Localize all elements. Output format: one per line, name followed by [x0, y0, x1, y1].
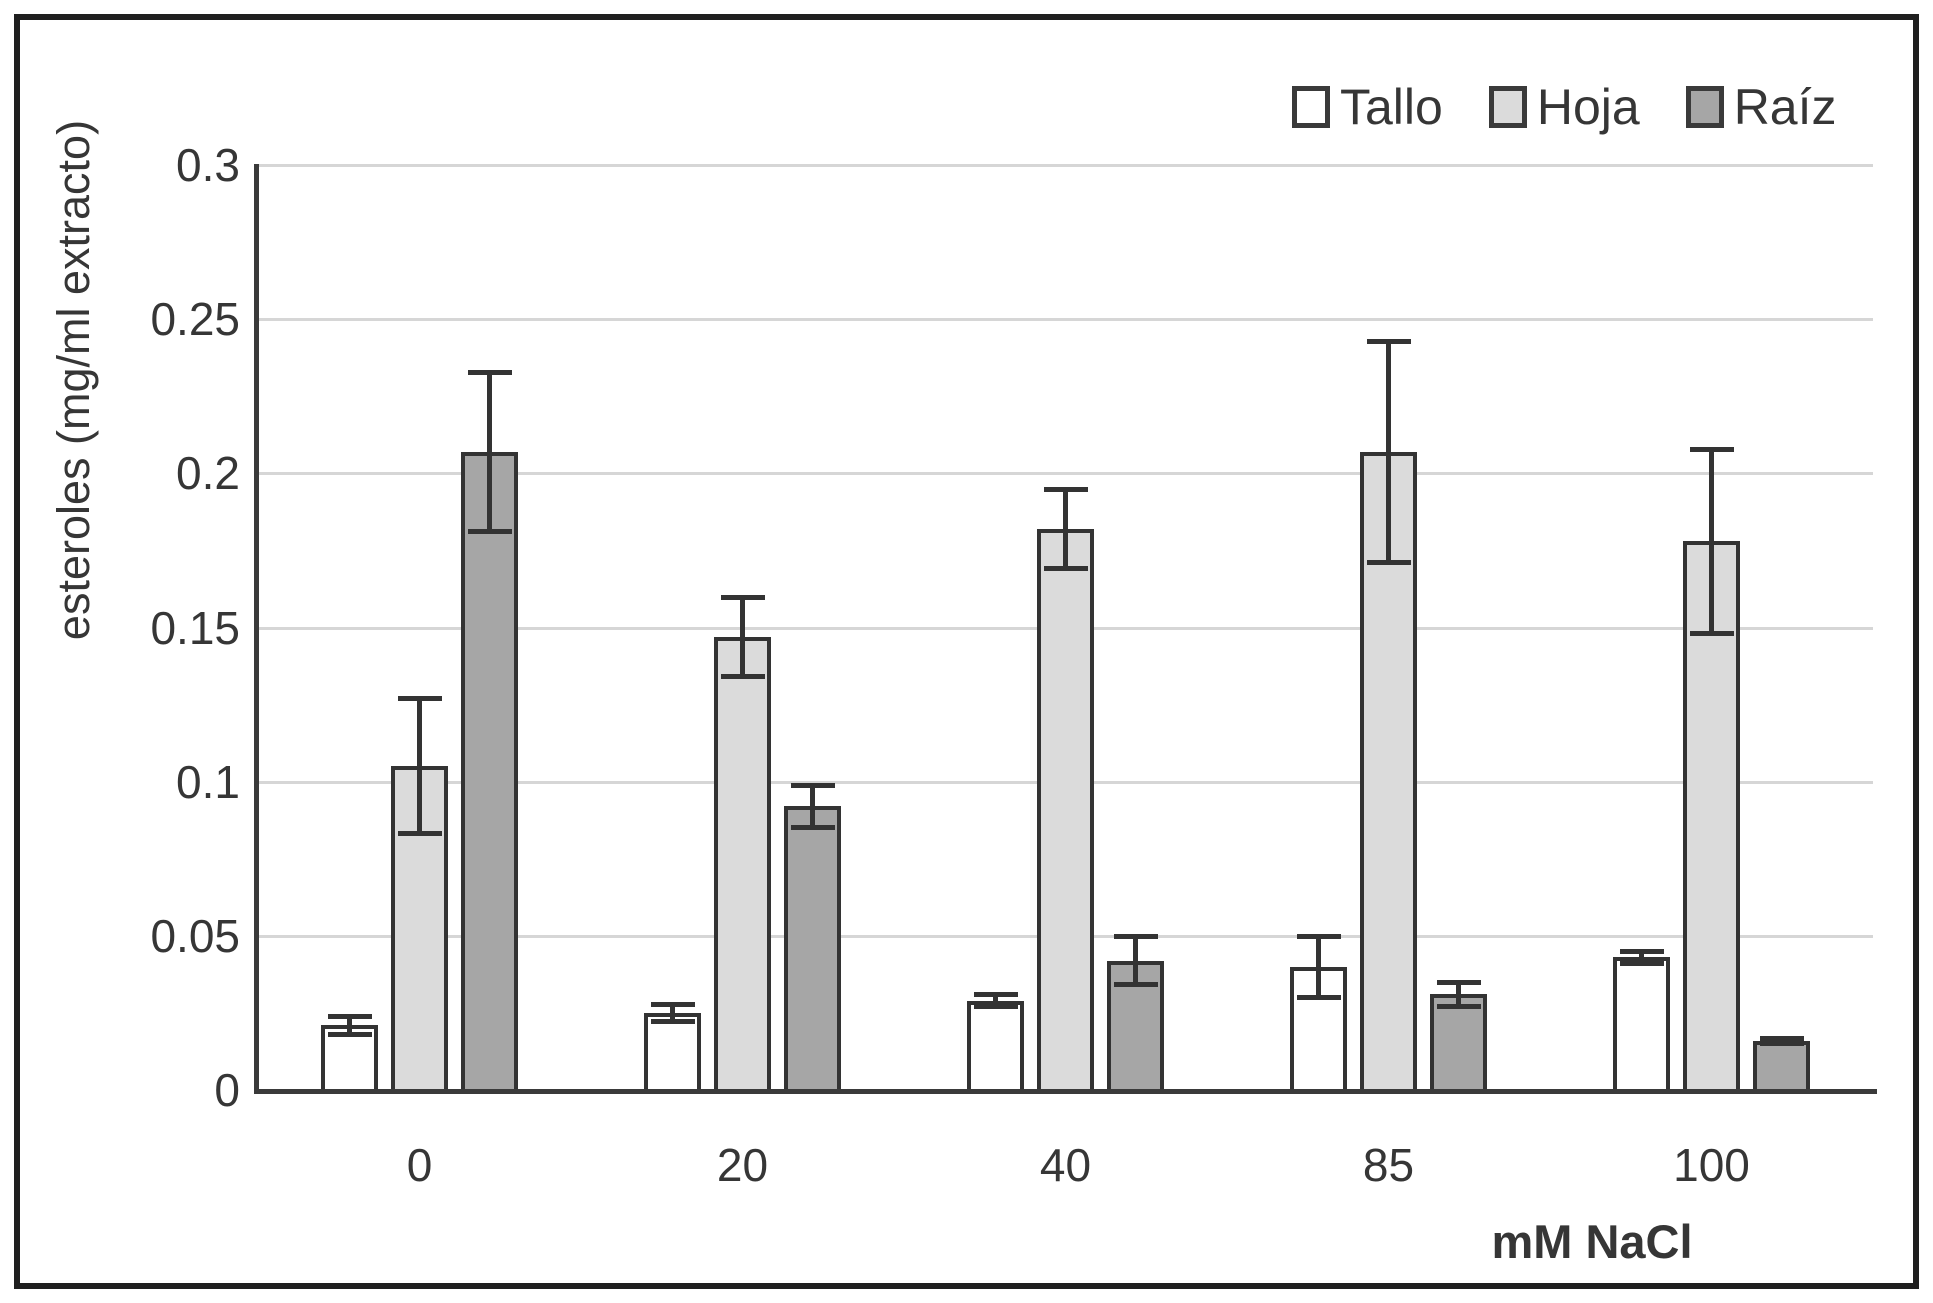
error-bar-hoja-0-cap-bottom [397, 831, 442, 837]
error-bar-hoja-0-cap-top [397, 696, 442, 702]
error-bar-hoja-40-cap-top [1043, 486, 1088, 492]
y-tick-label: 0.15 [150, 601, 240, 654]
y-tick-label: 0 [214, 1064, 240, 1116]
bar-hoja-40 [1037, 528, 1094, 1090]
error-bar-tallo-100-cap-bottom [1619, 960, 1664, 966]
error-bar-raiz-0-cap-bottom [467, 528, 512, 534]
gridline [258, 164, 1873, 167]
y-tick-label: 0.25 [150, 293, 240, 346]
error-bar-hoja-20 [740, 596, 745, 677]
error-bar-raiz-85-cap-top [1436, 980, 1481, 986]
legend-label-tallo: Tallo [1340, 79, 1443, 135]
bar-hoja-20 [714, 636, 771, 1090]
error-bar-tallo-40 [993, 994, 998, 1007]
gridline [258, 318, 1873, 322]
error-bar-hoja-40 [1063, 488, 1068, 569]
bar-raiz-0 [461, 451, 518, 1090]
error-bar-raiz-100-cap-bottom [1759, 1040, 1804, 1046]
bar-tallo-100 [1613, 957, 1670, 1090]
legend-item-hoja: Hoja [1488, 79, 1640, 135]
error-bar-tallo-0-cap-top [327, 1014, 372, 1019]
error-bar-raiz-100 [1779, 1037, 1784, 1044]
y-tick-label: 0.3 [176, 139, 240, 191]
x-axis-line [254, 1089, 1877, 1094]
legend-label-hoja: Hoja [1536, 79, 1640, 135]
x-tick-label-100: 100 [1673, 1139, 1750, 1191]
error-bar-raiz-0-cap-top [467, 369, 512, 375]
error-bar-hoja-100 [1709, 448, 1714, 634]
legend: Tallo Hoja Raíz [1292, 82, 1837, 132]
error-bar-tallo-20 [670, 1003, 675, 1023]
y-tick-label: 0.2 [176, 447, 240, 500]
legend-item-tallo: Tallo [1292, 82, 1443, 132]
x-tick-label-85: 85 [1362, 1139, 1415, 1191]
error-bar-hoja-100-cap-bottom [1689, 630, 1734, 636]
legend-swatch-hoja [1488, 86, 1527, 128]
bar-hoja-0 [391, 766, 448, 1090]
error-bar-tallo-0 [347, 1016, 352, 1035]
error-bar-raiz-20-cap-top [790, 782, 835, 788]
error-bar-raiz-40-cap-bottom [1113, 982, 1158, 988]
error-bar-hoja-20-cap-bottom [720, 673, 765, 679]
y-axis-line [254, 164, 259, 1093]
error-bar-tallo-40-cap-top [973, 992, 1018, 998]
legend-swatch-raiz [1685, 86, 1724, 128]
error-bar-tallo-85-cap-bottom [1296, 994, 1341, 1000]
error-bar-tallo-20-cap-top [650, 1001, 695, 1007]
error-bar-hoja-85-cap-top [1366, 338, 1411, 344]
legend-label-raiz: Raíz [1733, 79, 1837, 135]
error-bar-raiz-20 [810, 784, 815, 828]
x-tick-label-40: 40 [1039, 1139, 1092, 1191]
chart-frame [14, 14, 1919, 1289]
x-axis-title: mM NaCl [1491, 1215, 1693, 1268]
y-tick-label: 0.05 [150, 909, 240, 962]
error-bar-tallo-100-cap-top [1619, 949, 1664, 955]
error-bar-tallo-85-cap-top [1296, 933, 1341, 939]
error-bar-tallo-20-cap-bottom [650, 1019, 695, 1025]
y-axis-title: esteroles (mg/ml extracto) [48, 119, 99, 641]
bar-tallo-40 [967, 1000, 1024, 1090]
error-bar-tallo-100 [1639, 951, 1644, 964]
error-bar-raiz-85-cap-bottom [1436, 1003, 1481, 1009]
bar-raiz-20 [784, 806, 841, 1090]
legend-swatch-tallo [1292, 86, 1330, 128]
error-bar-tallo-0-cap-bottom [327, 1031, 372, 1037]
error-bar-raiz-40 [1133, 935, 1138, 986]
x-tick-label-0: 0 [406, 1139, 433, 1191]
error-bar-hoja-85 [1386, 340, 1391, 563]
error-bar-raiz-40-cap-top [1113, 933, 1158, 939]
error-bar-raiz-100-cap-top [1759, 1035, 1804, 1041]
error-bar-hoja-100-cap-top [1689, 446, 1734, 452]
error-bar-raiz-85 [1456, 982, 1461, 1007]
error-bar-hoja-0 [417, 698, 422, 835]
bar-raiz-100 [1753, 1040, 1810, 1090]
gridline [258, 472, 1873, 476]
error-bar-hoja-85-cap-bottom [1366, 559, 1411, 565]
error-bar-tallo-85 [1316, 935, 1321, 998]
bar-tallo-20 [644, 1012, 701, 1090]
error-bar-hoja-20-cap-top [720, 594, 765, 600]
x-tick-label-20: 20 [716, 1139, 769, 1191]
error-bar-tallo-40-cap-bottom [973, 1003, 1018, 1009]
error-bar-hoja-40-cap-bottom [1043, 565, 1088, 571]
y-tick-label: 0.1 [176, 755, 240, 808]
error-bar-raiz-20-cap-bottom [790, 824, 835, 830]
error-bar-raiz-0 [487, 371, 492, 532]
legend-item-raiz: Raíz [1685, 79, 1837, 135]
